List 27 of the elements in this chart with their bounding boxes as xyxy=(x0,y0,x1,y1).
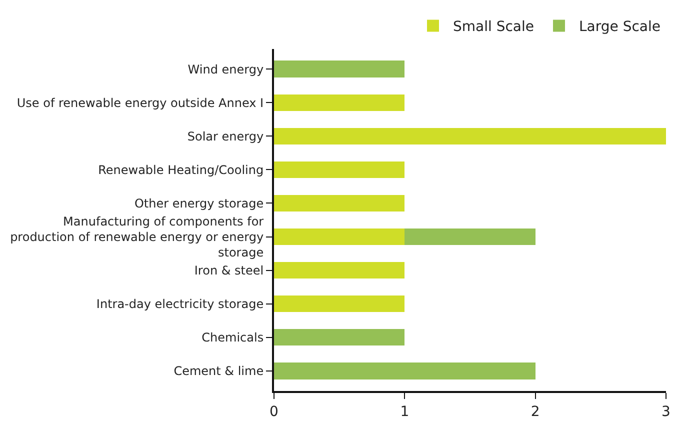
bar xyxy=(274,60,405,78)
y-tick-label: Chemicals xyxy=(202,330,264,345)
bar xyxy=(274,161,405,178)
bar xyxy=(274,228,405,246)
y-tick-label: Iron & steel xyxy=(194,263,264,278)
bar xyxy=(274,362,536,380)
bar xyxy=(274,128,666,145)
x-tick-label: 0 xyxy=(270,404,278,420)
x-tick-label: 1 xyxy=(400,404,410,420)
bar xyxy=(404,228,536,246)
bar xyxy=(274,328,405,346)
y-tick-label: Intra-day electricity storage xyxy=(96,297,264,312)
y-tick-label: Wind energy xyxy=(188,62,264,76)
x-tick-label: 3 xyxy=(662,404,670,420)
y-tick-label: Manufacturing of components for production of renewable energy or energy storage xyxy=(10,214,264,260)
y-tick-label: Solar energy xyxy=(187,129,264,144)
legend-label: Small Scale xyxy=(453,19,534,36)
y-tick-label: Renewable Heating/Cooling xyxy=(98,162,264,177)
bar xyxy=(274,262,405,279)
x-tick-label: 2 xyxy=(530,404,540,420)
legend-label: Large Scale xyxy=(579,19,661,36)
y-tick-label: Other energy storage xyxy=(134,196,264,210)
bar xyxy=(274,94,405,112)
bar xyxy=(274,194,405,212)
bar xyxy=(274,295,405,312)
y-tick-label: Cement & lime xyxy=(174,364,264,378)
y-tick-label: Use of renewable energy outside Annex I xyxy=(16,96,264,110)
